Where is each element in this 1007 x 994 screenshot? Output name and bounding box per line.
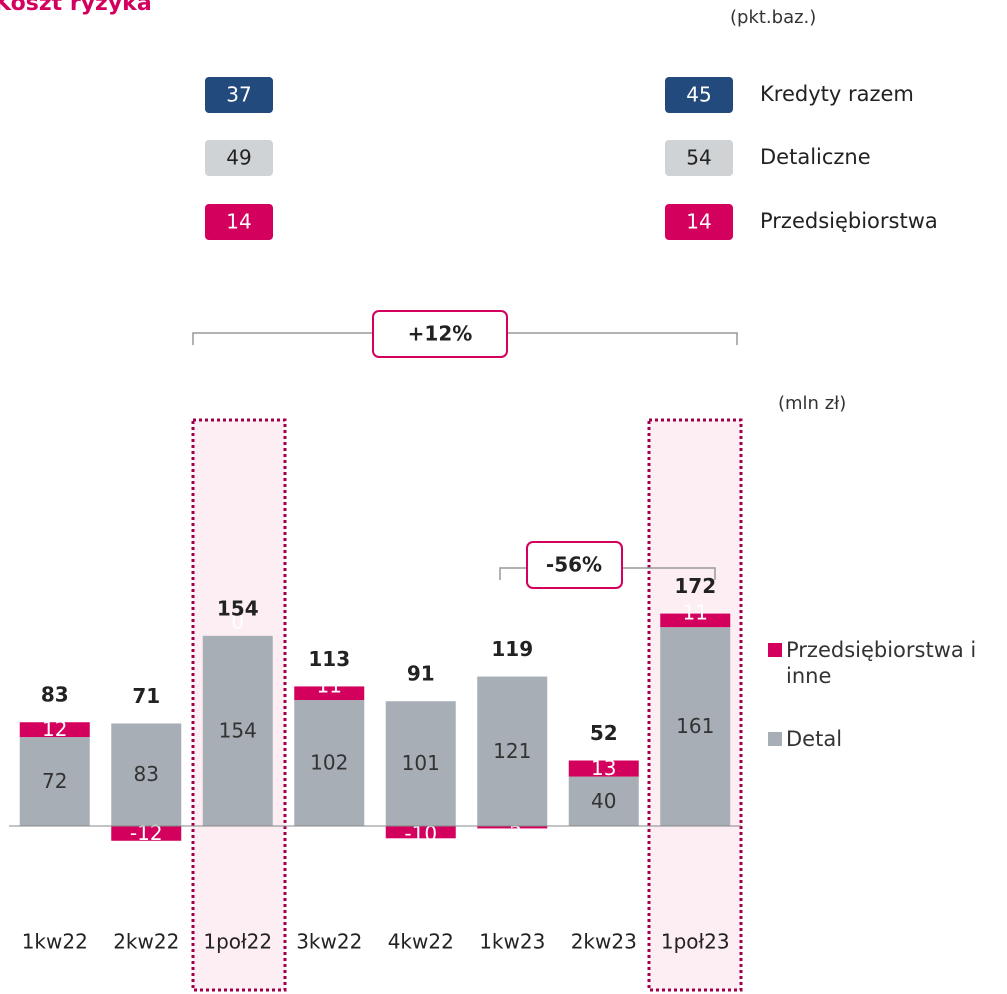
total-label: 71 xyxy=(132,684,160,708)
bps-box xyxy=(205,140,273,176)
chart-title: Koszt ryzyka xyxy=(0,0,152,16)
bps-box xyxy=(205,77,273,113)
x-tick-label: 2kw23 xyxy=(571,930,637,954)
segment-label: 11 xyxy=(683,601,708,625)
bps-value: 14 xyxy=(226,210,251,234)
bps-label: Przedsiębiorstwa xyxy=(760,209,938,233)
legend-item: Detal xyxy=(768,726,1003,752)
segment-label: 13 xyxy=(591,756,616,780)
bps-label: Kredyty razem xyxy=(760,82,914,106)
bps-label: Detaliczne xyxy=(760,145,871,169)
bar-segment xyxy=(202,635,273,826)
x-tick-label: 1poł22 xyxy=(203,930,272,954)
bps-value: 45 xyxy=(686,83,711,107)
segment-label: 11 xyxy=(317,674,342,698)
total-label: 83 xyxy=(41,683,69,707)
bps-box xyxy=(205,204,273,240)
bar-segment xyxy=(19,737,90,826)
x-tick-label: 1kw23 xyxy=(479,930,545,954)
annotation: +12% xyxy=(408,322,473,346)
total-label: 91 xyxy=(407,662,435,686)
bar-segment xyxy=(111,723,182,826)
bar-segment xyxy=(294,700,365,826)
bar-segment xyxy=(385,825,456,839)
segment-label: 83 xyxy=(134,762,159,786)
x-tick-label: 2kw22 xyxy=(113,930,179,954)
bar-segment xyxy=(294,686,365,701)
segment-label: 12 xyxy=(42,717,67,741)
segment-label: 101 xyxy=(402,751,440,775)
segment-label: 40 xyxy=(591,789,616,813)
segment-label: 121 xyxy=(493,739,531,763)
bar-segment xyxy=(660,613,731,628)
total-label: 172 xyxy=(674,574,716,598)
segment-label: 154 xyxy=(219,718,257,742)
bps-value: 54 xyxy=(686,146,711,170)
bar-segment xyxy=(568,776,639,826)
bps-box xyxy=(665,204,733,240)
annotation-box xyxy=(372,310,508,358)
bar-segment xyxy=(111,825,182,841)
bar-segment xyxy=(477,825,548,829)
total-label: 154 xyxy=(217,596,259,620)
total-label: 119 xyxy=(491,637,533,661)
segment-label: 161 xyxy=(676,714,714,738)
bar-segment xyxy=(660,627,731,826)
x-tick-label: 1poł23 xyxy=(661,930,730,954)
legend-swatch xyxy=(768,643,782,657)
bps-unit: (pkt.baz.) xyxy=(730,7,816,28)
bps-box xyxy=(665,77,733,113)
segment-label: -12 xyxy=(130,821,163,845)
bps-value: 37 xyxy=(226,83,251,107)
segment-label: 0 xyxy=(231,609,244,633)
annotation: -56% xyxy=(546,553,602,577)
bar-segment xyxy=(477,676,548,826)
bar-segment xyxy=(19,722,90,738)
bps-value: 14 xyxy=(686,210,711,234)
total-label: 52 xyxy=(590,721,618,745)
unit-label: (mln zł) xyxy=(778,393,846,414)
segment-label: -2 xyxy=(502,821,522,845)
legend-item: Przedsiębiorstwa i inne xyxy=(768,637,1003,689)
legend-swatch xyxy=(768,732,782,746)
annotation-box xyxy=(526,541,623,589)
segment-label: 102 xyxy=(310,750,348,774)
legend-label: Przedsiębiorstwa i inne xyxy=(786,638,977,688)
bar-segment xyxy=(385,701,456,826)
x-tick-label: 1kw22 xyxy=(22,930,88,954)
legend-label: Detal xyxy=(786,727,843,751)
segment-label: 72 xyxy=(42,769,67,793)
bps-box xyxy=(665,140,733,176)
x-tick-label: 4kw22 xyxy=(388,930,454,954)
x-tick-label: 3kw22 xyxy=(296,930,362,954)
bps-value: 49 xyxy=(226,146,251,170)
segment-label: -10 xyxy=(404,821,437,845)
total-label: 113 xyxy=(308,647,350,671)
bar-segment xyxy=(568,760,639,777)
